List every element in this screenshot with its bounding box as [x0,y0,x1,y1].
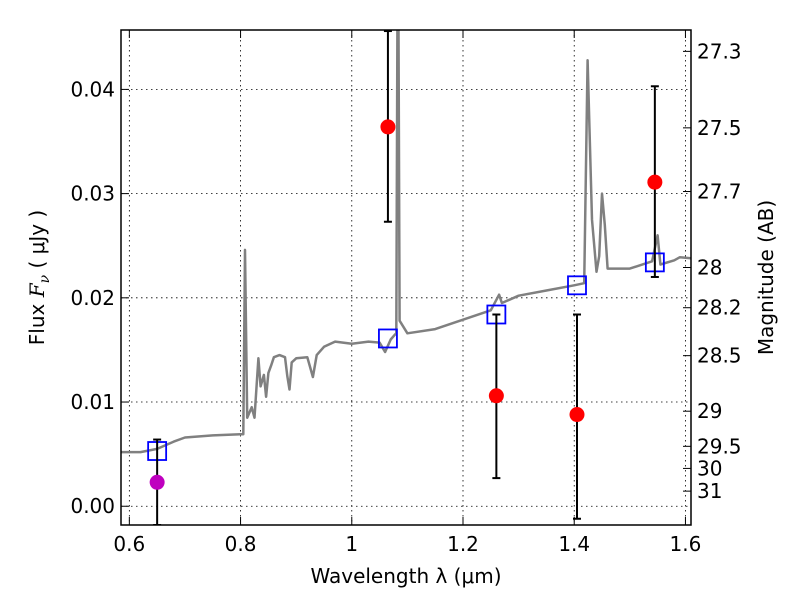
y-axis-label-prefix: Flux [25,297,49,345]
y-axis-label-sub: ν [37,274,53,283]
grid [121,30,691,525]
y2-tick-label: 31 [697,479,722,503]
y-tick-label: 0.03 [70,182,115,206]
x-tick-label: 1.6 [670,532,702,556]
y2-axis-label: Magnitude (AB) [754,200,778,355]
observed-point [569,407,585,423]
axes-frame [120,29,692,526]
y2-tick-label: 27.3 [697,39,742,63]
y-tick-label: 0.00 [70,494,115,518]
plot-area [121,30,691,525]
x-tick-label: 1.4 [558,532,590,556]
y2-tick-label: 28.2 [697,296,742,320]
y2-tick-label: 28 [697,255,722,279]
y2-tick-label: 29 [697,399,722,423]
spectrum-line [121,30,691,454]
observed-point [488,388,504,404]
ticks: 0.6 0.8 1 1.2 1.4 1.6 0.00 0.01 0.02 0.03 0.04 27.3… [70,30,742,556]
model-square-marker [567,275,587,296]
y-tick-label: 0.01 [70,390,115,414]
model-square-marker [378,328,398,349]
observed-point [149,474,165,490]
y-axis-label: Flux Fν ( μJy ) [25,210,53,345]
observed-point [380,119,396,135]
y2-tick-label: 29.5 [697,434,742,458]
y-axis-label-suffix: ( μJy ) [25,210,49,275]
y-tick-label: 0.04 [70,77,115,101]
observed-point [647,174,663,190]
y2-tick-label: 27.7 [697,180,742,204]
x-tick-label: 1 [345,532,358,556]
y2-tick-label: 27.5 [697,116,742,140]
x-tick-label: 0.8 [225,532,257,556]
y2-tick-label: 28.5 [697,344,742,368]
y-axis-label-var: F [25,282,49,298]
y-tick-label: 0.02 [70,286,115,310]
x-tick-label: 0.6 [113,532,145,556]
y2-tick-label: 30 [697,456,722,480]
x-tick-label: 1.2 [447,532,479,556]
x-axis-label: Wavelength λ (μm) [310,564,501,588]
